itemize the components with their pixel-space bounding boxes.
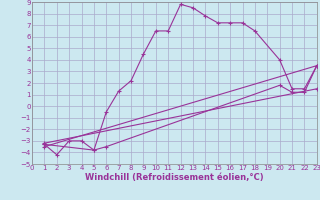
X-axis label: Windchill (Refroidissement éolien,°C): Windchill (Refroidissement éolien,°C) bbox=[85, 173, 264, 182]
